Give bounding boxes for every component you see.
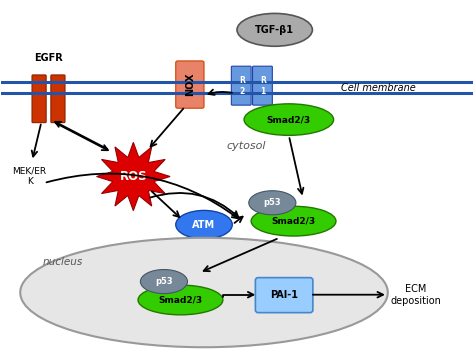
- FancyBboxPatch shape: [231, 66, 251, 105]
- Ellipse shape: [20, 238, 388, 347]
- Text: cytosol: cytosol: [227, 141, 266, 151]
- Ellipse shape: [176, 210, 232, 239]
- Text: NOX: NOX: [185, 73, 195, 96]
- Text: ECM
deposition: ECM deposition: [391, 284, 441, 305]
- Polygon shape: [97, 142, 170, 211]
- FancyBboxPatch shape: [51, 75, 65, 122]
- FancyBboxPatch shape: [253, 66, 273, 105]
- Text: TGF-β1: TGF-β1: [255, 25, 294, 35]
- Text: nucleus: nucleus: [43, 257, 83, 267]
- Text: Smad2/3: Smad2/3: [158, 295, 202, 304]
- Ellipse shape: [251, 206, 336, 236]
- Text: ROS: ROS: [119, 170, 147, 183]
- Text: Smad2/3: Smad2/3: [272, 217, 316, 226]
- Text: EGFR: EGFR: [34, 53, 63, 63]
- FancyBboxPatch shape: [32, 75, 46, 122]
- Text: p53: p53: [264, 198, 281, 207]
- Ellipse shape: [244, 104, 334, 135]
- Text: ATM: ATM: [192, 220, 216, 230]
- Text: Smad2/3: Smad2/3: [267, 115, 311, 124]
- Text: p53: p53: [155, 277, 173, 286]
- FancyBboxPatch shape: [176, 61, 204, 108]
- FancyBboxPatch shape: [255, 277, 313, 313]
- Text: R
2: R 2: [239, 76, 245, 96]
- Ellipse shape: [140, 270, 188, 294]
- Text: R
1: R 1: [260, 76, 266, 96]
- Ellipse shape: [237, 13, 312, 46]
- Text: PAI-1: PAI-1: [270, 290, 298, 300]
- Ellipse shape: [249, 191, 296, 215]
- Text: MEK/ER
K: MEK/ER K: [13, 167, 47, 186]
- Text: Cell membrane: Cell membrane: [341, 83, 416, 93]
- Ellipse shape: [138, 285, 223, 315]
